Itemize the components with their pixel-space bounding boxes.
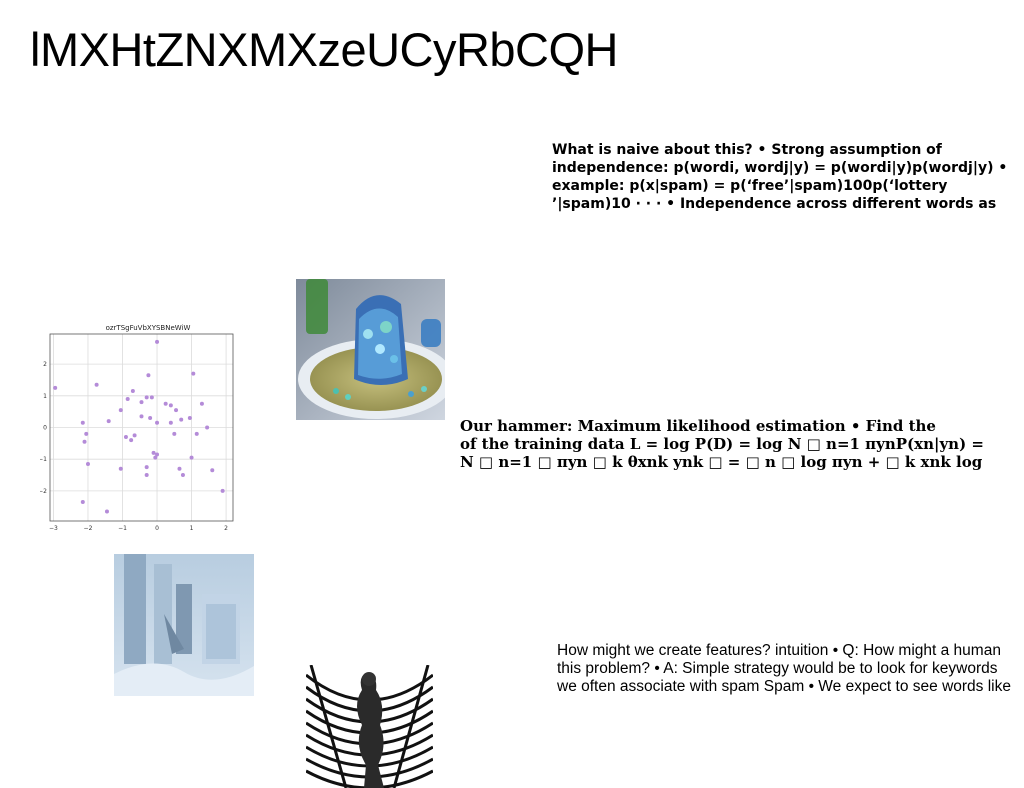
- x-tick-label: −1: [118, 525, 127, 532]
- scatter-point: [131, 389, 135, 393]
- scatter-point: [191, 372, 195, 376]
- scatter-point: [205, 426, 209, 430]
- page-title: lMXHtZNXMXzeUCyRbCQH: [30, 22, 618, 77]
- scatter-point: [140, 414, 144, 418]
- y-tick-label: 1: [43, 393, 47, 400]
- scatter-point: [84, 432, 88, 436]
- scatter-chart: ozrTSgFuVbXYSBNeWiW −3 −2 −1 0 1 2 −2 −1 0 1 2: [40, 320, 245, 540]
- text-line: independence: p(wordi, wordj|y) = p(word…: [552, 159, 1024, 177]
- scatter-point: [164, 402, 168, 406]
- scatter-point: [155, 452, 159, 456]
- scatter-point: [195, 432, 199, 436]
- text-line: of the training data L = log P(D) = log …: [460, 435, 1024, 453]
- text-line: ’|spam)10 · · · • Independence across di…: [552, 195, 1024, 213]
- scatter-point: [95, 383, 99, 387]
- chart-title: ozrTSgFuVbXYSBNeWiW: [106, 324, 191, 332]
- scatter-point: [188, 416, 192, 420]
- y-tick-label: 0: [43, 425, 47, 432]
- chart-points: [53, 340, 224, 514]
- scatter-point: [145, 395, 149, 399]
- scatter-point: [190, 456, 194, 460]
- chart-ticks: −3 −2 −1 0 1 2 −2 −1 0 1 2: [40, 361, 228, 532]
- text-line: What is naive about this? • Strong assum…: [552, 141, 1024, 159]
- scatter-point: [169, 403, 173, 407]
- bowl-photo-icon: [296, 279, 445, 420]
- ice-photo-icon: [114, 554, 254, 696]
- scatter-point: [124, 435, 128, 439]
- scatter-point: [200, 402, 204, 406]
- y-tick-label: −2: [40, 488, 47, 495]
- scatter-point: [81, 500, 85, 504]
- scatter-point: [169, 421, 173, 425]
- scatter-point: [181, 473, 185, 477]
- scatter-point: [86, 462, 90, 466]
- features-intuition-text: How might we create features? intuition …: [557, 642, 1024, 696]
- photo-ice-architecture: [114, 554, 254, 696]
- scatter-point: [146, 373, 150, 377]
- scatter-point: [140, 400, 144, 404]
- x-tick-label: 1: [190, 525, 194, 532]
- scatter-point: [177, 467, 181, 471]
- scatter-point: [155, 340, 159, 344]
- scatter-point: [145, 473, 149, 477]
- mle-hammer-text: Our hammer: Maximum likelihood estimatio…: [460, 417, 1024, 471]
- scatter-point: [210, 468, 214, 472]
- x-tick-label: 0: [155, 525, 159, 532]
- scatter-point: [148, 416, 152, 420]
- scatter-point: [152, 451, 156, 455]
- scatter-point: [179, 418, 183, 422]
- scatter-point: [172, 432, 176, 436]
- scatter-point: [53, 386, 57, 390]
- stripes-photo-icon: [306, 665, 433, 788]
- scatter-point: [150, 395, 154, 399]
- y-tick-label: 2: [43, 361, 47, 368]
- text-line: example: p(x|spam) = p(‘free’|spam)100p(…: [552, 177, 1024, 195]
- scatter-point: [174, 408, 178, 412]
- scatter-point: [83, 440, 87, 444]
- text-line: How might we create features? intuition …: [557, 642, 1024, 660]
- scatter-point: [145, 465, 149, 469]
- scatter-point: [126, 397, 130, 401]
- scatter-point: [105, 509, 109, 513]
- naive-assumption-text: What is naive about this? • Strong assum…: [552, 141, 1024, 213]
- text-line: Our hammer: Maximum likelihood estimatio…: [460, 417, 1024, 435]
- x-tick-label: 2: [224, 525, 228, 532]
- scatter-point: [155, 421, 159, 425]
- scatter-point: [119, 467, 123, 471]
- scatter-point: [119, 408, 123, 412]
- scatter-point: [107, 419, 111, 423]
- x-tick-label: −2: [84, 525, 93, 532]
- scatter-point: [221, 489, 225, 493]
- x-tick-label: −3: [49, 525, 58, 532]
- text-line: this problem? • A: Simple strategy would…: [557, 660, 1024, 678]
- text-line: we often associate with spam Spam • We e…: [557, 678, 1024, 696]
- scatter-point: [133, 433, 137, 437]
- photo-figure-stripes: [306, 665, 433, 788]
- scatter-point: [81, 421, 85, 425]
- text-line: N □ n=1 □ πyn □ k θxnk ynk □ = □ n □ log…: [460, 453, 1024, 471]
- y-tick-label: −1: [40, 456, 47, 463]
- photo-food-bowl: [296, 279, 445, 420]
- scatter-point: [129, 438, 133, 442]
